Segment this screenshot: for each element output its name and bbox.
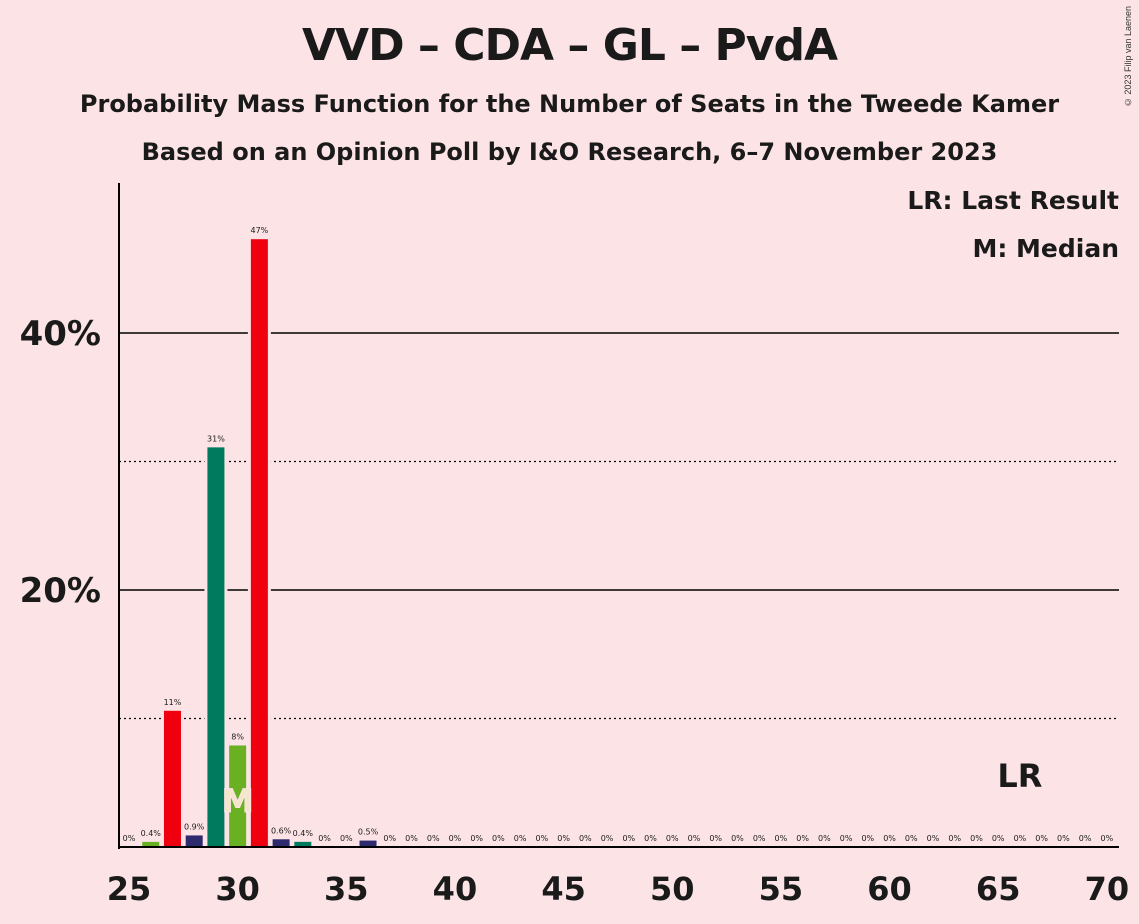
- bar-value-label: 0%: [861, 834, 874, 843]
- bar-seat-31: [250, 239, 268, 847]
- bar-value-label: 0%: [666, 834, 679, 843]
- x-tick-label: 30: [215, 870, 260, 908]
- bar-seat-33: [294, 841, 312, 847]
- bar-value-label: 0%: [579, 834, 592, 843]
- bar-value-label: 0%: [427, 834, 440, 843]
- bar-value-label: 0%: [1014, 834, 1027, 843]
- bar-value-label: 0%: [753, 834, 766, 843]
- bar-seat-32: [272, 839, 290, 847]
- x-tick-label: 50: [650, 870, 695, 908]
- bar-value-label: 0%: [1079, 834, 1092, 843]
- bar-value-label: 0%: [644, 834, 657, 843]
- bar-value-label: 0%: [948, 834, 961, 843]
- bar-value-label: 0%: [1057, 834, 1070, 843]
- bar-seat-26: [142, 841, 160, 847]
- bar-value-label: 0%: [883, 834, 896, 843]
- bar-value-label: 0.4%: [141, 829, 162, 838]
- bar-value-label: 0.4%: [293, 829, 314, 838]
- x-tick-label: 35: [324, 870, 369, 908]
- bar-value-label: 0%: [622, 834, 635, 843]
- bar-seat-36: [359, 840, 377, 847]
- chart-source-line: Based on an Opinion Poll by I&O Research…: [141, 138, 998, 166]
- bar-value-label: 0%: [840, 834, 853, 843]
- x-tick-label: 70: [1085, 870, 1130, 908]
- bar-value-label: 0%: [557, 834, 570, 843]
- bar-seat-29: [207, 447, 225, 847]
- legend-median: M: Median: [972, 234, 1119, 263]
- chart-title: VVD – CDA – GL – PvdA: [301, 20, 838, 71]
- bar-value-label: 0%: [992, 834, 1005, 843]
- bar-value-label: 0%: [796, 834, 809, 843]
- bar-value-label: 0%: [470, 834, 483, 843]
- bar-value-label: 0%: [775, 834, 788, 843]
- bar-value-label: 0%: [905, 834, 918, 843]
- x-tick-label: 25: [107, 870, 152, 908]
- bar-value-label: 0%: [731, 834, 744, 843]
- bar-value-label: 0%: [818, 834, 831, 843]
- bar-value-label: 0%: [536, 834, 549, 843]
- x-tick-label: 55: [759, 870, 804, 908]
- bar-value-label: 0%: [405, 834, 418, 843]
- last-result-marker: LR: [997, 757, 1042, 795]
- bar-value-label: 0%: [601, 834, 614, 843]
- x-tick-label: 65: [976, 870, 1021, 908]
- bar-value-label: 0.9%: [184, 822, 205, 831]
- bar-value-label: 0%: [123, 834, 136, 843]
- bar-seat-28: [185, 835, 203, 847]
- y-tick-label: 40%: [20, 314, 101, 354]
- median-marker: M: [222, 782, 254, 820]
- bar-value-label: 0%: [514, 834, 527, 843]
- x-tick-label: 40: [433, 870, 478, 908]
- bar-value-label: 0%: [318, 834, 331, 843]
- chart-subtitle: Probability Mass Function for the Number…: [79, 90, 1060, 118]
- bar-value-label: 0%: [709, 834, 722, 843]
- x-tick-label: 60: [867, 870, 912, 908]
- x-tick-label: 45: [541, 870, 586, 908]
- bar-value-label: 0%: [1035, 834, 1048, 843]
- bar-value-label: 0%: [1100, 834, 1113, 843]
- bar-value-label: 0.6%: [271, 826, 292, 835]
- bar-value-label: 0.5%: [358, 828, 379, 837]
- bar-value-label: 11%: [164, 698, 182, 707]
- bar-value-label: 0%: [492, 834, 505, 843]
- legend-last-result: LR: Last Result: [907, 186, 1119, 215]
- bar-seat-30: [229, 745, 247, 847]
- y-tick-label: 20%: [20, 571, 101, 611]
- bar-value-label: 8%: [231, 732, 244, 741]
- bar-value-label: 0%: [340, 834, 353, 843]
- bar-value-label: 0%: [383, 834, 396, 843]
- bar-value-label: 47%: [250, 226, 268, 235]
- bar-value-label: 31%: [207, 434, 225, 443]
- bar-value-label: 0%: [449, 834, 462, 843]
- bar-seat-27: [163, 710, 181, 847]
- bar-value-label: 0%: [688, 834, 701, 843]
- bar-value-label: 0%: [970, 834, 983, 843]
- bar-value-label: 0%: [927, 834, 940, 843]
